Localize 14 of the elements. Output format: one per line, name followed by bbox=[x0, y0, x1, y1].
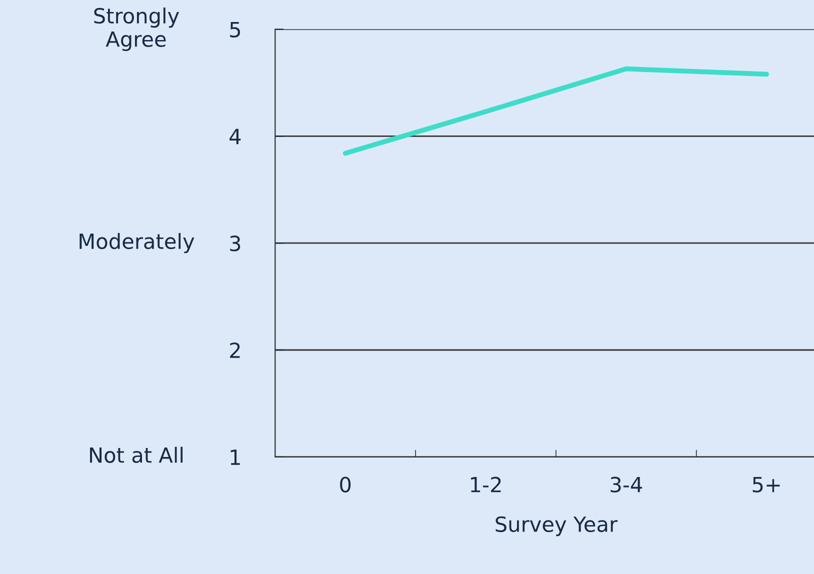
text: Moderately bbox=[80, 233, 194, 254]
y-tick-label: 2 bbox=[230, 342, 240, 358]
line-series bbox=[342, 66, 770, 156]
y-tick-label: 3 bbox=[230, 236, 240, 252]
text: Strongly Agree bbox=[94, 8, 180, 52]
x-tick-label: 5+ bbox=[752, 476, 780, 492]
x-tick-label: 0 bbox=[340, 476, 351, 492]
text: Not at All bbox=[90, 446, 183, 463]
x-tick-label: 1-2 bbox=[471, 476, 501, 492]
y-tick-label: 5 bbox=[230, 22, 240, 38]
y-tick-label: 1 bbox=[230, 450, 240, 465]
y-tick-label: 4 bbox=[230, 128, 241, 144]
x-tick-label: 3-4 bbox=[610, 476, 642, 492]
x-axis-title: Survey Year bbox=[496, 516, 618, 536]
